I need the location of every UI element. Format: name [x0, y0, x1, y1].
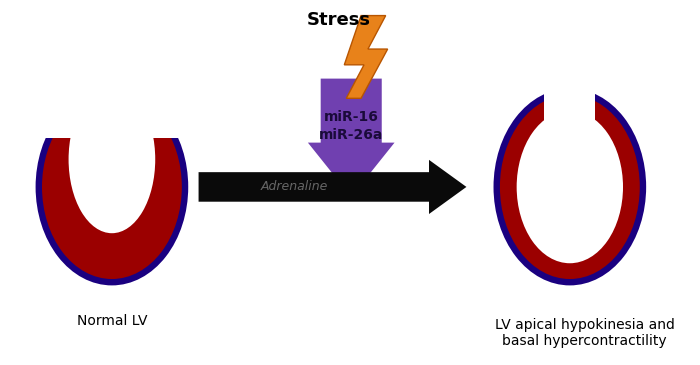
Text: Normal LV: Normal LV: [77, 314, 147, 328]
Bar: [31, 0, 193, 138]
Bar: [544, 59, 596, 157]
Ellipse shape: [517, 111, 623, 263]
Text: Adrenaline: Adrenaline: [260, 180, 328, 193]
Polygon shape: [344, 16, 388, 98]
FancyArrow shape: [199, 160, 466, 214]
Ellipse shape: [36, 88, 188, 285]
Ellipse shape: [42, 95, 182, 279]
Text: LV apical hypokinesia and
basal hypercontractility: LV apical hypokinesia and basal hypercon…: [495, 318, 675, 348]
FancyArrow shape: [308, 78, 395, 197]
Text: Stress: Stress: [307, 11, 370, 28]
Ellipse shape: [69, 85, 155, 233]
Text: miR-16
miR-26a: miR-16 miR-26a: [319, 110, 384, 142]
Ellipse shape: [500, 95, 640, 279]
Ellipse shape: [494, 88, 646, 285]
